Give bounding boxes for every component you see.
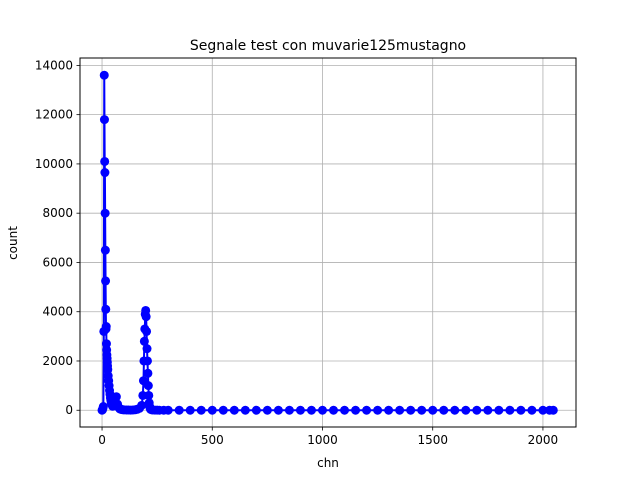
x-axis: 0 500 1000 1500 2000	[98, 427, 558, 447]
x-tick-label: 500	[201, 433, 224, 447]
data-point	[362, 405, 372, 415]
data-point	[317, 405, 327, 415]
data-point	[196, 405, 206, 415]
data-point	[143, 368, 153, 378]
x-tick-label: 0	[98, 433, 106, 447]
data-point	[100, 208, 110, 218]
data-point	[207, 405, 217, 415]
data-point	[139, 336, 149, 346]
data-point	[100, 245, 110, 255]
data-point	[306, 405, 316, 415]
data-point	[273, 405, 283, 415]
x-axis-label: chn	[317, 456, 339, 470]
data-point	[163, 405, 173, 415]
data-point	[351, 405, 361, 415]
x-tick-label: 1000	[307, 433, 338, 447]
data-point	[548, 405, 558, 415]
data-point	[295, 405, 305, 415]
data-point	[406, 405, 416, 415]
y-tick-label: 0	[65, 403, 73, 417]
data-point	[141, 312, 151, 322]
data-point	[137, 400, 147, 410]
data-point	[98, 402, 108, 412]
data-point	[384, 405, 394, 415]
data-point	[428, 405, 438, 415]
data-point	[417, 405, 427, 415]
x-tick-label: 1500	[417, 433, 448, 447]
data-point	[472, 405, 482, 415]
data-point	[538, 405, 548, 415]
data-point	[262, 405, 272, 415]
data-point	[395, 405, 405, 415]
y-tick-label: 14000	[35, 58, 73, 72]
data-point	[229, 405, 239, 415]
y-tick-label: 6000	[42, 255, 73, 269]
data-point	[218, 405, 228, 415]
data-point	[284, 405, 294, 415]
data-point	[142, 326, 152, 336]
data-point	[251, 405, 261, 415]
y-tick-label: 4000	[42, 305, 73, 319]
data-point	[101, 304, 111, 314]
data-point	[461, 405, 471, 415]
y-tick-label: 12000	[35, 108, 73, 122]
data-point	[439, 405, 449, 415]
data-point	[240, 405, 250, 415]
series-layer	[97, 70, 558, 415]
data-point	[185, 405, 195, 415]
data-point	[142, 344, 152, 354]
data-point	[100, 156, 110, 166]
data-point	[99, 115, 109, 125]
data-point	[340, 405, 350, 415]
data-point	[111, 392, 121, 402]
data-point	[373, 405, 383, 415]
data-point	[101, 276, 111, 286]
plot-area	[97, 70, 558, 415]
data-point	[143, 381, 153, 391]
y-axis-label: count	[6, 226, 20, 260]
y-tick-label: 2000	[42, 354, 73, 368]
data-point	[450, 405, 460, 415]
data-point	[494, 405, 504, 415]
data-point	[142, 356, 152, 366]
y-tick-label: 8000	[42, 206, 73, 220]
data-point	[483, 405, 493, 415]
chart-title: Segnale test con muvarie125mustagno	[190, 38, 466, 54]
data-point	[144, 390, 154, 400]
y-tick-label: 10000	[35, 157, 73, 171]
data-point	[505, 405, 515, 415]
data-point	[100, 168, 110, 178]
x-tick-label: 2000	[528, 433, 559, 447]
grid	[80, 58, 576, 427]
y-axis: 0 2000 4000 6000 8000 10000 12000 14000	[35, 58, 80, 417]
data-point	[329, 405, 339, 415]
data-point	[174, 405, 184, 415]
data-point	[99, 70, 109, 80]
data-point	[527, 405, 537, 415]
axes-frame	[79, 57, 577, 428]
data-point	[516, 405, 526, 415]
data-point	[101, 322, 111, 331]
